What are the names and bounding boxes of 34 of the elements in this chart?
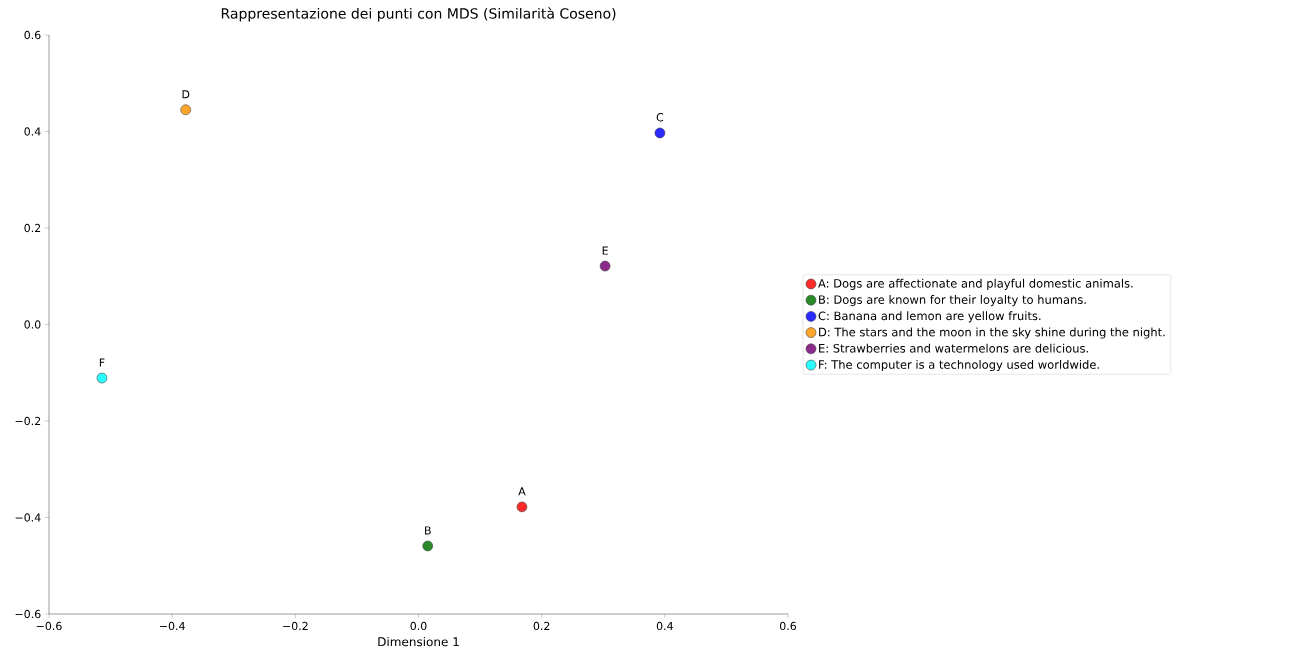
x-tick-label: 0.6 — [779, 621, 797, 631]
x-tick-label: −0.6 — [36, 621, 62, 631]
legend-label: F: The computer is a technology used worldwide. — [819, 359, 1099, 372]
legend-label: B: Dogs are known for their loyalty to humans. — [819, 295, 1086, 307]
y-tick-label: −0.2 — [15, 416, 41, 426]
point — [599, 260, 611, 272]
y-tick-label: 0.4 — [24, 127, 41, 136]
y-tick-label: 0.0 — [24, 320, 41, 329]
point — [654, 127, 666, 139]
legend-label: D: The stars and the moon in the sky shine during the night. — [819, 327, 1165, 339]
x-tick-label: 0.4 — [656, 621, 673, 631]
y-tick-label: 0.6 — [24, 30, 41, 40]
x-tick-label: 0.0 — [410, 621, 427, 631]
x-tick-label: −0.4 — [159, 621, 185, 631]
annotation: E — [602, 246, 608, 255]
legend-label: C: Banana and lemon are yellow fruits. — [818, 311, 1041, 323]
annotation: B — [425, 526, 431, 535]
y-tick-label: −0.6 — [15, 609, 41, 619]
annotation: F — [99, 358, 105, 367]
x-axis-title: Dimensione 1 — [378, 636, 459, 647]
point — [516, 501, 528, 513]
x-tick-label: −0.2 — [283, 621, 308, 631]
y-tick-label: 0.2 — [24, 223, 41, 233]
legend-label: E: Strawberries and watermelons are delicious. — [819, 343, 1088, 353]
annotation: D — [182, 90, 190, 99]
annotation: A — [518, 487, 526, 496]
point — [422, 540, 434, 552]
point — [96, 372, 108, 384]
x-tick-label: 0.2 — [533, 621, 550, 631]
point — [180, 104, 192, 116]
legend-label: A: Dogs are affectionate and playful domestic animals. — [818, 278, 1133, 290]
annotation: C — [656, 113, 664, 122]
chart-title: Rappresentazione dei punti con MDS (Similarità Coseno) — [221, 7, 616, 22]
y-tick-label: −0.4 — [15, 513, 41, 522]
